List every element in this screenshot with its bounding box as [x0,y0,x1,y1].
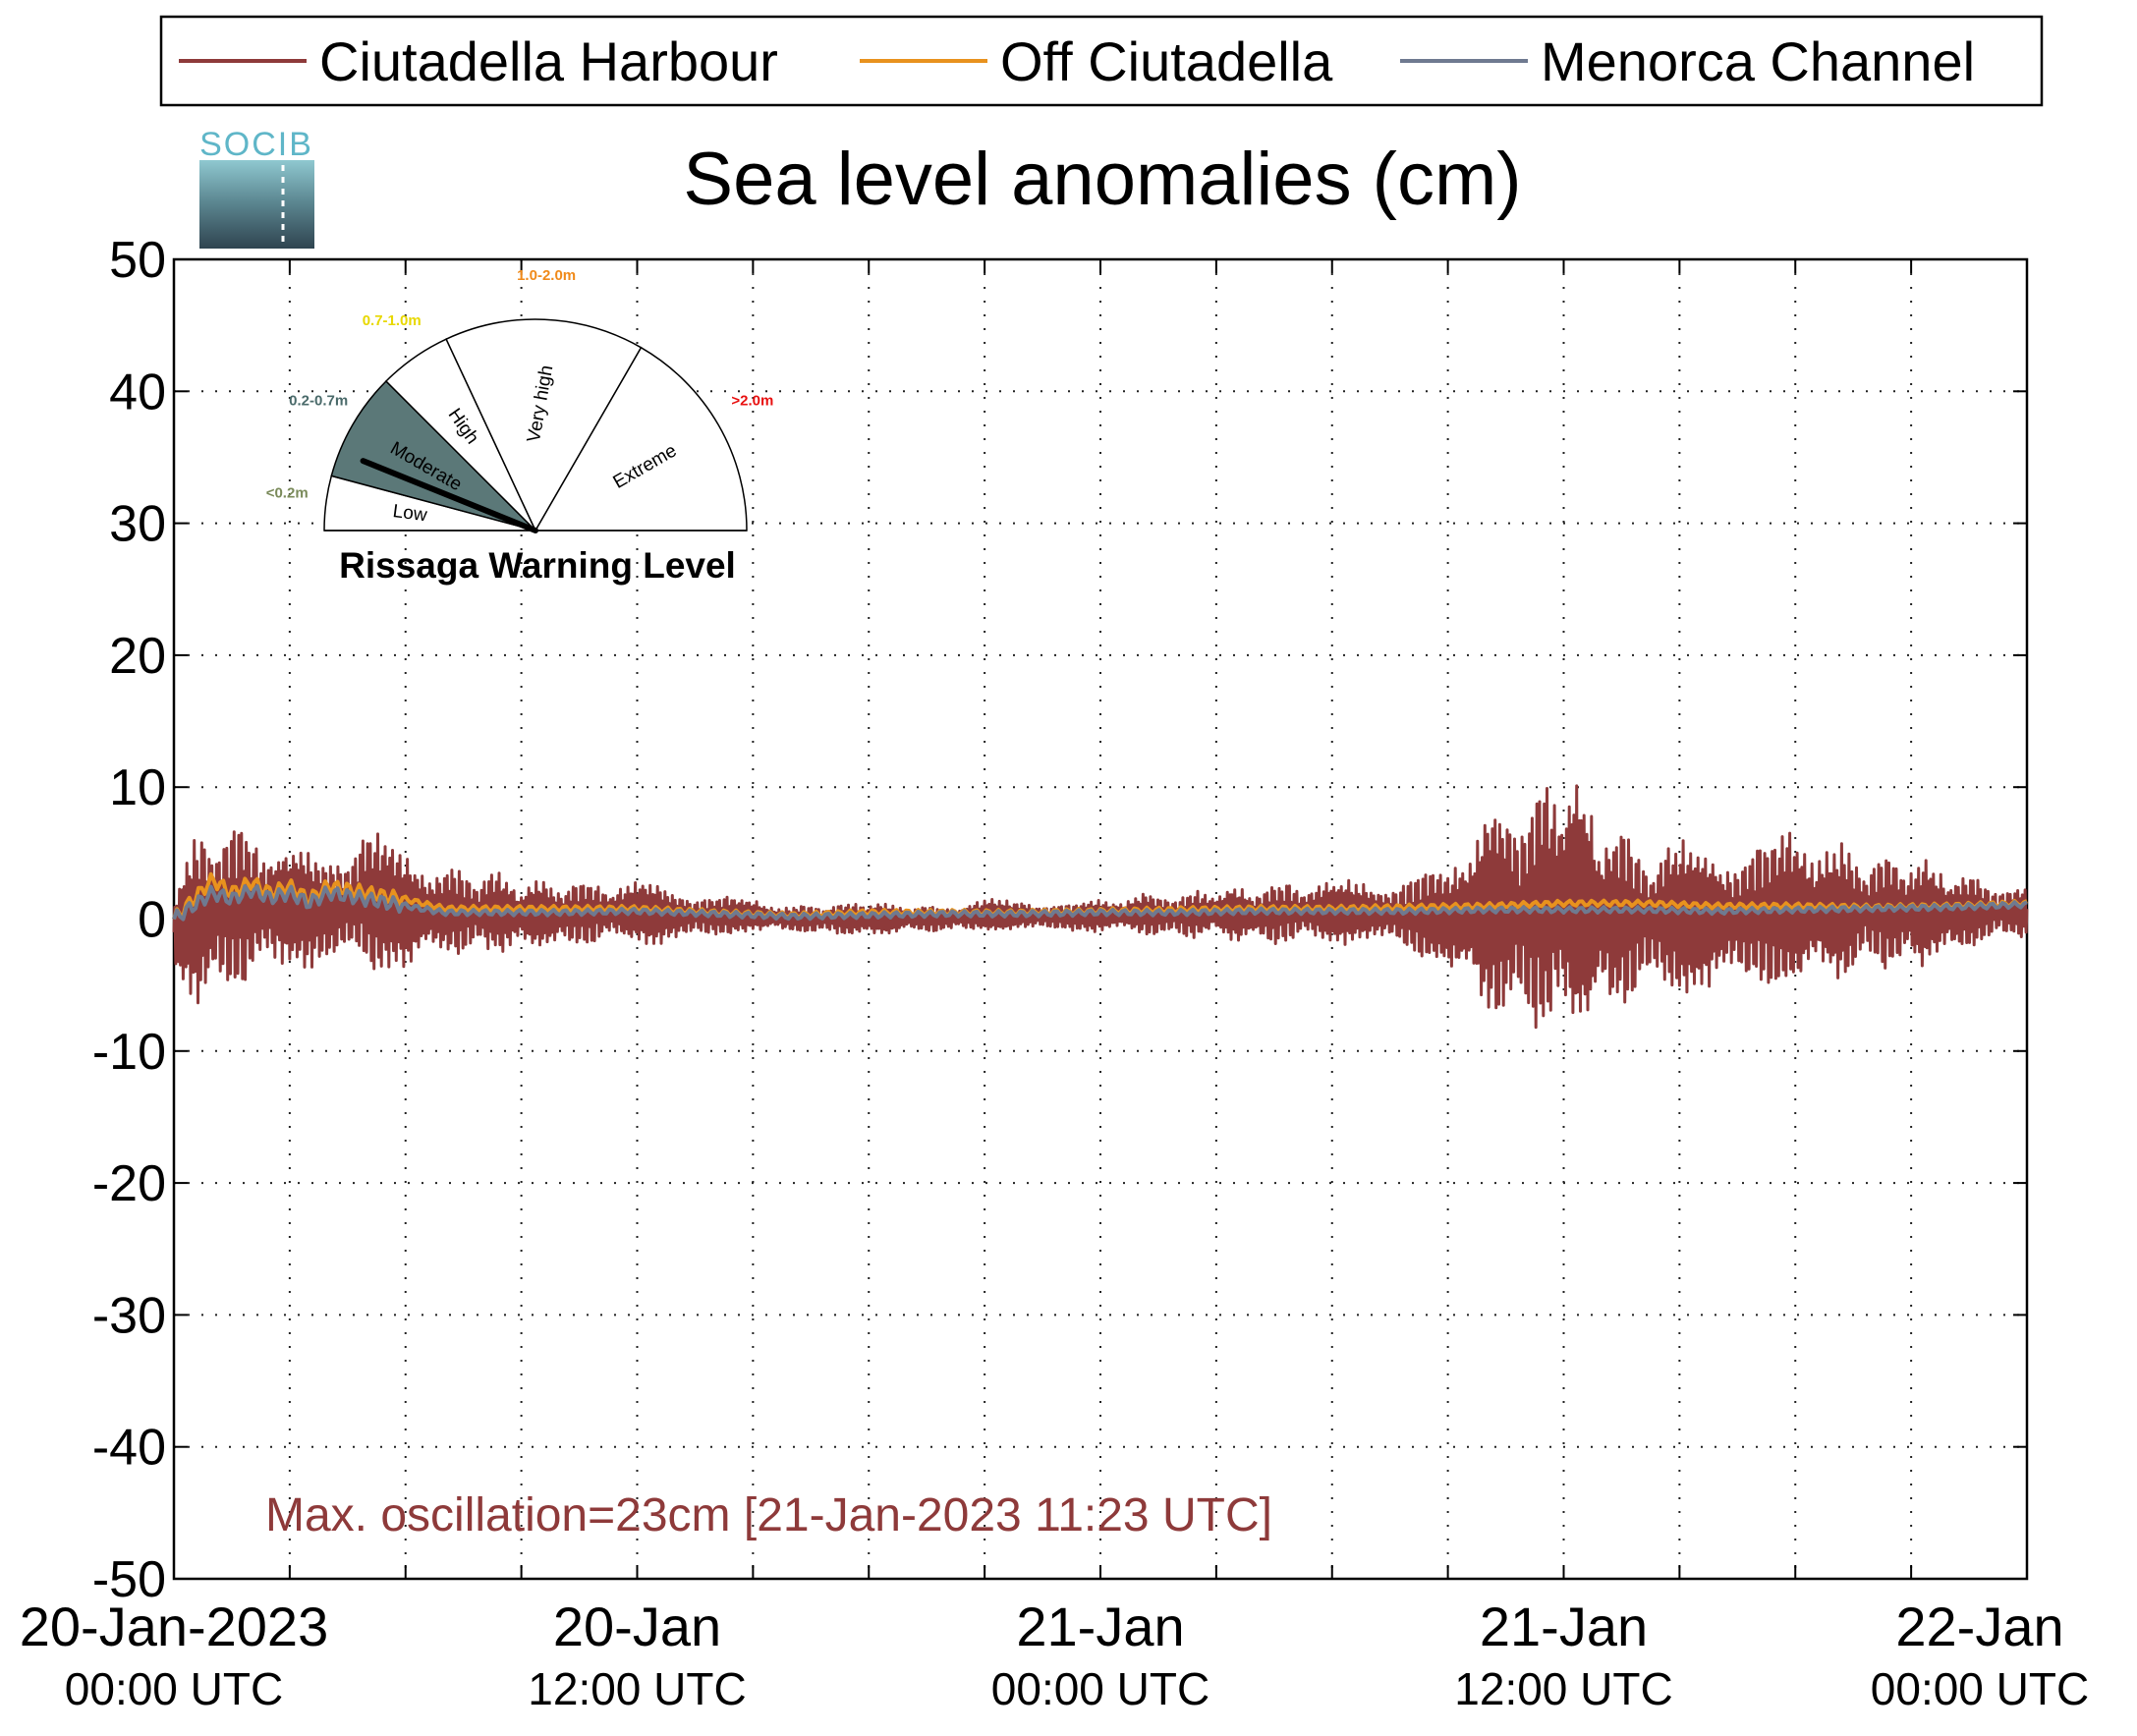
legend-box [159,15,2044,107]
y-tick-label: -30 [92,1287,166,1344]
y-tick-label: -50 [92,1551,166,1608]
gauge-sector-label: Low [392,501,429,526]
y-axis: 50 40 30 20 10 0 -10 -20 -30 -40 -50 [92,232,2027,1608]
max-oscillation-annotation: Max. oscillation=23cm [21-Jan-2023 11:23… [265,1489,1272,1541]
gauge-sector [534,346,748,532]
x-tick-label: 21-Jan [1016,1596,1184,1657]
legend-label-off-ciutadella: Off Ciutadella [1000,30,1333,92]
chart-title: Sea level anomalies (cm) [683,138,1521,221]
y-tick-label: 30 [109,496,166,553]
gauge-range-label: 0.7-1.0m [363,312,422,329]
y-tick-label: -40 [92,1420,166,1477]
x-tick-sublabel: 12:00 UTC [1454,1663,1672,1714]
x-tick-sublabel: 00:00 UTC [65,1663,283,1714]
logo-block [199,160,314,249]
x-tick-label: 22-Jan [1895,1596,2063,1657]
gauge-range-label: 1.0-2.0m [517,267,576,284]
x-tick-sublabel: 00:00 UTC [1871,1663,2089,1714]
x-tick-sublabel: 00:00 UTC [991,1663,1209,1714]
x-tick-label: 20-Jan-2023 [20,1596,328,1657]
gauge-range-label: >2.0m [731,393,773,410]
series-layer [172,784,2029,1030]
x-tick-label: 21-Jan [1480,1596,1648,1657]
gauge-title: Rissaga Warning Level [339,545,736,586]
logo-text: SOCIB [199,126,313,163]
legend-label-harbour: Ciutadella Harbour [319,30,778,92]
gauge-sector [445,318,643,532]
y-tick-label: 10 [109,759,166,816]
y-tick-label: 20 [109,628,166,685]
x-axis: 20-Jan-2023 00:00 UTC 20-Jan 12:00 UTC 21-Ja… [20,259,2089,1714]
legend: Ciutadella Harbour Off Ciutadella Menorc… [159,15,2044,107]
x-tick-sublabel: 12:00 UTC [528,1663,746,1714]
series-line-menorca-channel [172,883,2028,922]
socib-logo: SOCIB [199,126,314,249]
gauge-sector [330,379,538,532]
y-tick-label: -20 [92,1155,166,1212]
rissaga-warning-gauge: Rissaga Warning Level Low<0.2m Moderate0.… [266,267,774,586]
y-tick-label: 40 [109,364,166,420]
x-tick-label: 20-Jan [553,1596,721,1657]
y-tick-label: 0 [138,892,166,949]
legend-label-menorca-channel: Menorca Channel [1541,30,1975,92]
gauge-needle [360,458,538,533]
plot-area: 50 40 30 20 10 0 -10 -20 -30 -40 -50 20-Jan-2023 00… [20,232,2089,1714]
y-tick-label: 50 [109,232,166,289]
gauge-range-label: <0.2m [266,485,309,502]
y-tick-label: -10 [92,1024,166,1081]
gauge-range-label: 0.2-0.7m [289,393,348,410]
